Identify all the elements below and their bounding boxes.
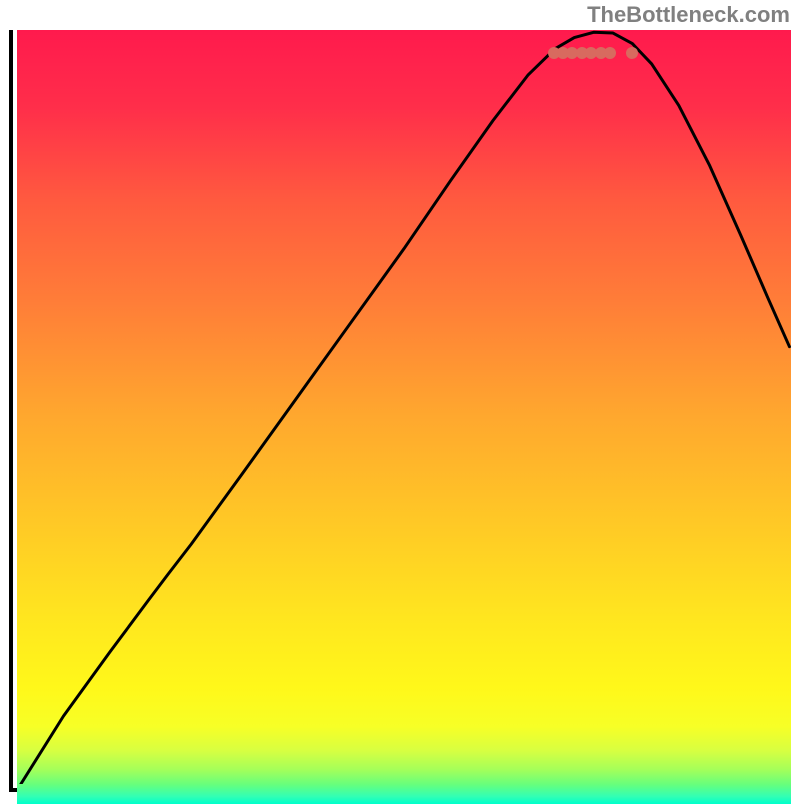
data-marker: [604, 47, 616, 59]
marker-group: [17, 30, 795, 788]
plot-area: [9, 30, 791, 792]
watermark-text: TheBottleneck.com: [587, 2, 790, 28]
data-marker: [626, 47, 638, 59]
